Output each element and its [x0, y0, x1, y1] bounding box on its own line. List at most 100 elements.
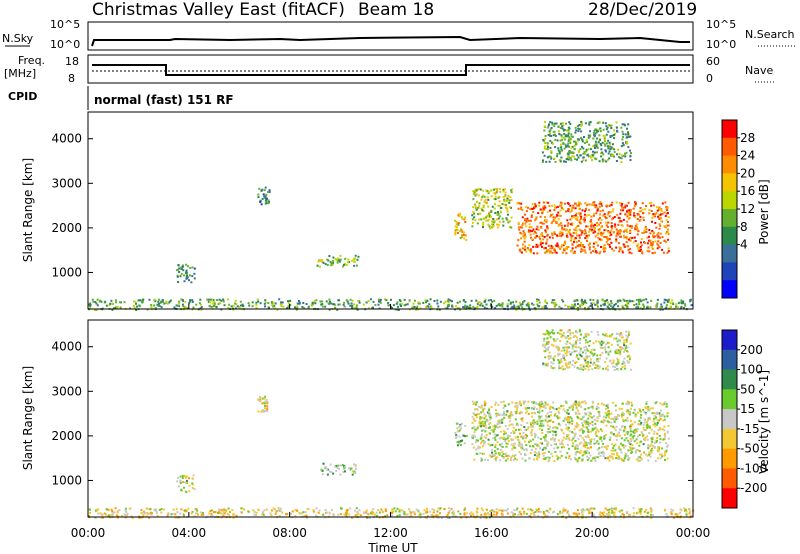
power-cell	[575, 129, 578, 132]
power-cell	[612, 231, 615, 234]
velocity-cell	[217, 512, 220, 514]
power-cell	[615, 201, 618, 204]
velocity-cell	[242, 508, 245, 511]
velocity-cell	[474, 403, 477, 406]
power-cell	[404, 303, 407, 306]
velocity-cell	[577, 423, 580, 426]
cpid-label: CPID	[8, 90, 37, 103]
power-cell	[600, 202, 603, 205]
velocity-cell	[577, 412, 580, 415]
power-cell	[627, 131, 629, 134]
power-cell	[632, 241, 635, 244]
power-cell	[527, 229, 530, 232]
velocity-cell	[607, 353, 610, 356]
velocity-cell	[607, 351, 610, 354]
velocity-cell	[659, 415, 662, 418]
velocity-cell	[536, 454, 539, 457]
power-cell	[561, 125, 564, 128]
velocity-cell	[447, 516, 449, 519]
velocity-cell	[580, 428, 583, 431]
velocity-cell	[160, 511, 163, 514]
velocity-cell	[543, 339, 546, 342]
velocity-cell	[561, 365, 564, 368]
velocity-cell	[196, 509, 199, 512]
power-cell	[622, 144, 625, 147]
velocity-cell	[548, 357, 550, 360]
xlabel: Time UT	[367, 541, 418, 554]
power-cell	[589, 130, 591, 133]
power-cell	[600, 144, 603, 147]
velocity-cell	[562, 368, 565, 371]
velocity-cell	[541, 402, 544, 405]
velocity-cell	[558, 360, 561, 363]
power-cell	[562, 136, 565, 139]
velocity-cell	[562, 334, 565, 337]
power-cell	[603, 143, 606, 146]
velocity-cell	[128, 507, 131, 510]
velocity-cell	[613, 507, 616, 510]
power-cell	[648, 202, 651, 205]
power-cell	[617, 155, 620, 158]
velocity-cell	[576, 444, 579, 447]
power-cell	[584, 207, 587, 210]
velocity-cell	[655, 416, 658, 419]
velocity-cell	[458, 429, 461, 432]
power-colorbar-swatch	[722, 155, 737, 174]
velocity-cell	[176, 480, 179, 483]
power-cell	[626, 140, 629, 143]
power-cell	[567, 158, 570, 161]
power-cell	[347, 261, 350, 264]
power-cell	[599, 210, 602, 213]
power-cell	[557, 224, 560, 227]
velocity-cell	[531, 445, 534, 447]
power-cell	[317, 260, 320, 263]
velocity-cell	[579, 339, 581, 342]
velocity-cell	[190, 512, 193, 515]
velocity-cell	[547, 342, 550, 345]
velocity-cell	[354, 465, 357, 468]
power-echo-region	[257, 186, 271, 206]
velocity-cell	[557, 422, 560, 425]
velocity-cell	[527, 413, 530, 415]
power-cell	[287, 305, 290, 308]
power-cell	[581, 209, 584, 212]
power-cell	[628, 251, 631, 254]
power-cell	[264, 202, 267, 205]
velocity-cell	[583, 349, 586, 352]
velocity-cell	[521, 437, 524, 440]
velocity-cell	[378, 511, 381, 514]
velocity-cell	[562, 408, 565, 411]
velocity-cell	[597, 340, 600, 343]
power-cell	[349, 304, 352, 307]
velocity-cell	[649, 407, 652, 410]
power-cell	[548, 160, 551, 163]
velocity-cell	[663, 438, 666, 441]
power-cell	[396, 308, 399, 311]
velocity-cell	[658, 412, 661, 415]
velocity-panel-frame	[87, 319, 694, 518]
velocity-cell	[384, 515, 386, 518]
velocity-cell	[391, 511, 394, 514]
power-cell	[571, 207, 573, 210]
velocity-cell	[209, 515, 212, 518]
velocity-cell	[474, 414, 477, 417]
nsky-trace	[91, 35, 690, 47]
power-cell	[497, 217, 500, 220]
velocity-cell	[654, 446, 656, 449]
power-cell	[623, 245, 626, 248]
power-cell	[599, 138, 602, 140]
freq-unit: [MHz]	[4, 67, 36, 80]
power-cell	[521, 222, 524, 225]
power-cell	[593, 204, 596, 207]
velocity-cell	[583, 439, 585, 441]
power-cell	[565, 158, 568, 160]
velocity-cell	[582, 425, 585, 428]
velocity-cell	[552, 357, 555, 360]
velocity-cell	[503, 413, 506, 416]
velocity-cell	[511, 423, 514, 426]
velocity-cell	[616, 454, 619, 457]
velocity-cell	[582, 368, 585, 371]
power-cell	[624, 229, 627, 232]
velocity-cell	[519, 410, 522, 413]
velocity-cell	[518, 445, 521, 447]
